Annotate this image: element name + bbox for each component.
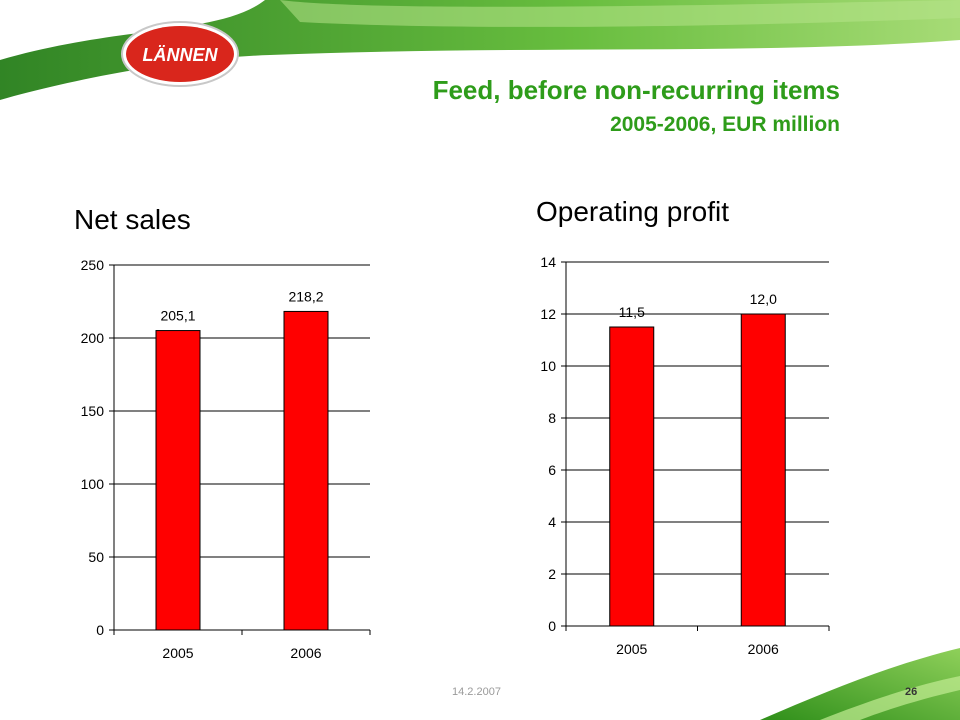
slide-title: Feed, before non-recurring items 2005-20… <box>433 74 840 140</box>
lannen-logo: LÄNNEN <box>121 21 239 87</box>
top-leaf-highlight <box>280 0 960 27</box>
chart-title-net-sales: Net sales <box>74 204 191 235</box>
chart-title-operating-profit: Operating profit <box>536 196 729 227</box>
page-number: 26 <box>905 686 918 698</box>
footer-date: 14.2.2007 <box>452 686 501 698</box>
title-main: Feed, before non-recurring items <box>432 75 840 105</box>
title-sub: 2005-2006, EUR million <box>610 113 840 136</box>
bottom-leaf-highlight <box>820 676 960 720</box>
logo-text: LÄNNEN <box>143 45 219 65</box>
